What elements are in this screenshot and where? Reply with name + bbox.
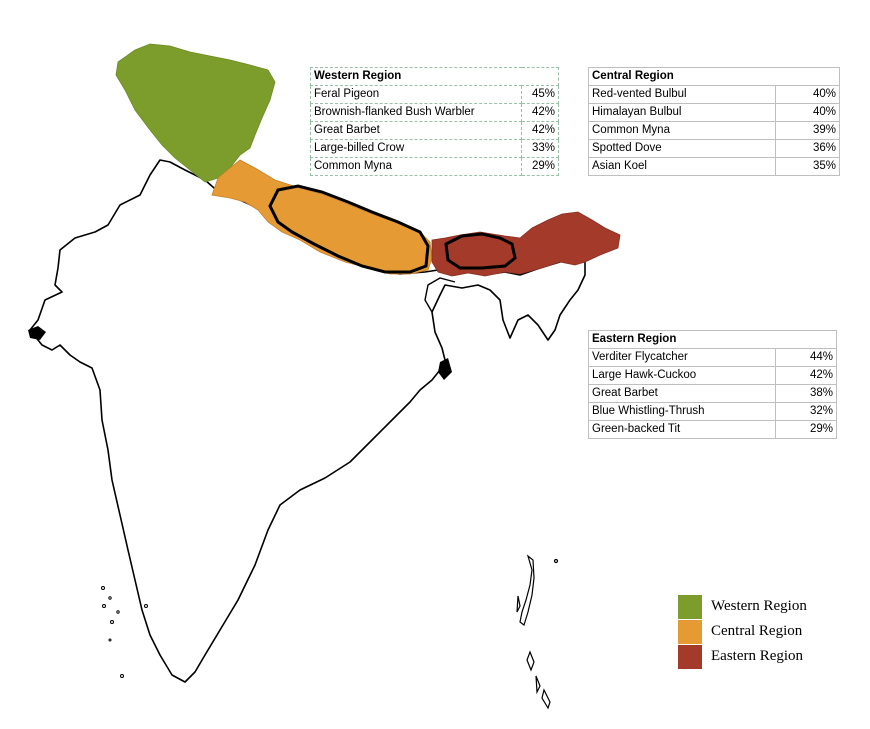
legend-label: Eastern Region [711,648,804,664]
table-row: Brownish-flanked Bush Warbler 42% [310,103,559,122]
bird-percent: 42% [775,366,837,385]
bird-name: Great Barbet [310,121,522,140]
legend-item-central: Central Region [678,619,807,644]
bird-name: Great Barbet [588,384,776,403]
table-row: Large-billed Crow 33% [310,139,559,158]
bird-percent: 29% [775,420,837,439]
table-row: Spotted Dove 36% [588,139,840,158]
table-row: Himalayan Bulbul 40% [588,103,840,122]
western-region-table: Western Region Feral Pigeon 45% Brownish-… [310,67,559,176]
legend-label: Western Region [711,598,807,614]
bird-name: Spotted Dove [588,139,776,158]
bird-percent: 45% [521,85,559,104]
bird-percent: 42% [521,121,559,140]
bird-name: Verditer Flycatcher [588,348,776,367]
bird-percent: 35% [775,157,840,176]
bird-name: Himalayan Bulbul [588,103,776,122]
legend-swatch [678,594,702,619]
table-row: Great Barbet 38% [588,384,837,403]
eastern-region [431,211,621,277]
bird-name: Blue Whistling-Thrush [588,402,776,421]
western-region [115,43,276,183]
andaman-nicobar-islands [516,554,559,710]
table-row: Green-backed Tit 29% [588,420,837,439]
legend-item-western: Western Region [678,594,807,619]
table-row: Common Myna 29% [310,157,559,176]
bird-name: Asian Koel [588,157,776,176]
bird-percent: 32% [775,402,837,421]
lakshadweep-islands [101,586,148,678]
eastern-region-table: Eastern Region Verditer Flycatcher 44% La… [588,330,837,439]
bird-percent: 40% [775,85,840,104]
bird-percent: 29% [521,157,559,176]
bird-name: Green-backed Tit [588,420,776,439]
bird-percent: 33% [521,139,559,158]
map-legend: Western Region Central Region Eastern Re… [678,594,807,669]
table-row: Red-vented Bulbul 40% [588,85,840,104]
legend-item-eastern: Eastern Region [678,644,807,669]
western-table-title: Western Region [310,67,559,86]
eastern-table-title: Eastern Region [588,330,837,349]
bird-name: Brownish-flanked Bush Warbler [310,103,522,122]
bird-percent: 40% [775,103,840,122]
kutch-patch [28,326,46,340]
bird-name: Large Hawk-Cuckoo [588,366,776,385]
bird-percent: 38% [775,384,837,403]
bird-name: Red-vented Bulbul [588,85,776,104]
bird-name: Common Myna [588,121,776,140]
bird-name: Large-billed Crow [310,139,522,158]
bird-percent: 42% [521,103,559,122]
bird-percent: 39% [775,121,840,140]
table-row: Large Hawk-Cuckoo 42% [588,366,837,385]
legend-label: Central Region [711,623,803,639]
table-row: Feral Pigeon 45% [310,85,559,104]
nepal-outline [268,184,430,274]
bhutan-outline [444,232,517,270]
bird-percent: 36% [775,139,840,158]
table-row: Great Barbet 42% [310,121,559,140]
table-row: Verditer Flycatcher 44% [588,348,837,367]
bird-name: Feral Pigeon [310,85,522,104]
table-row: Common Myna 39% [588,121,840,140]
table-row: Blue Whistling-Thrush 32% [588,402,837,421]
bangladesh-border [424,277,456,313]
bird-name: Common Myna [310,157,522,176]
bird-percent: 44% [775,348,837,367]
central-table-title: Central Region [588,67,840,86]
legend-swatch [678,644,702,669]
central-region [211,159,433,275]
central-region-table: Central Region Red-vented Bulbul 40% Hima… [588,67,840,176]
legend-swatch [678,619,702,644]
sundarbans-patch [438,358,452,380]
table-row: Asian Koel 35% [588,157,840,176]
